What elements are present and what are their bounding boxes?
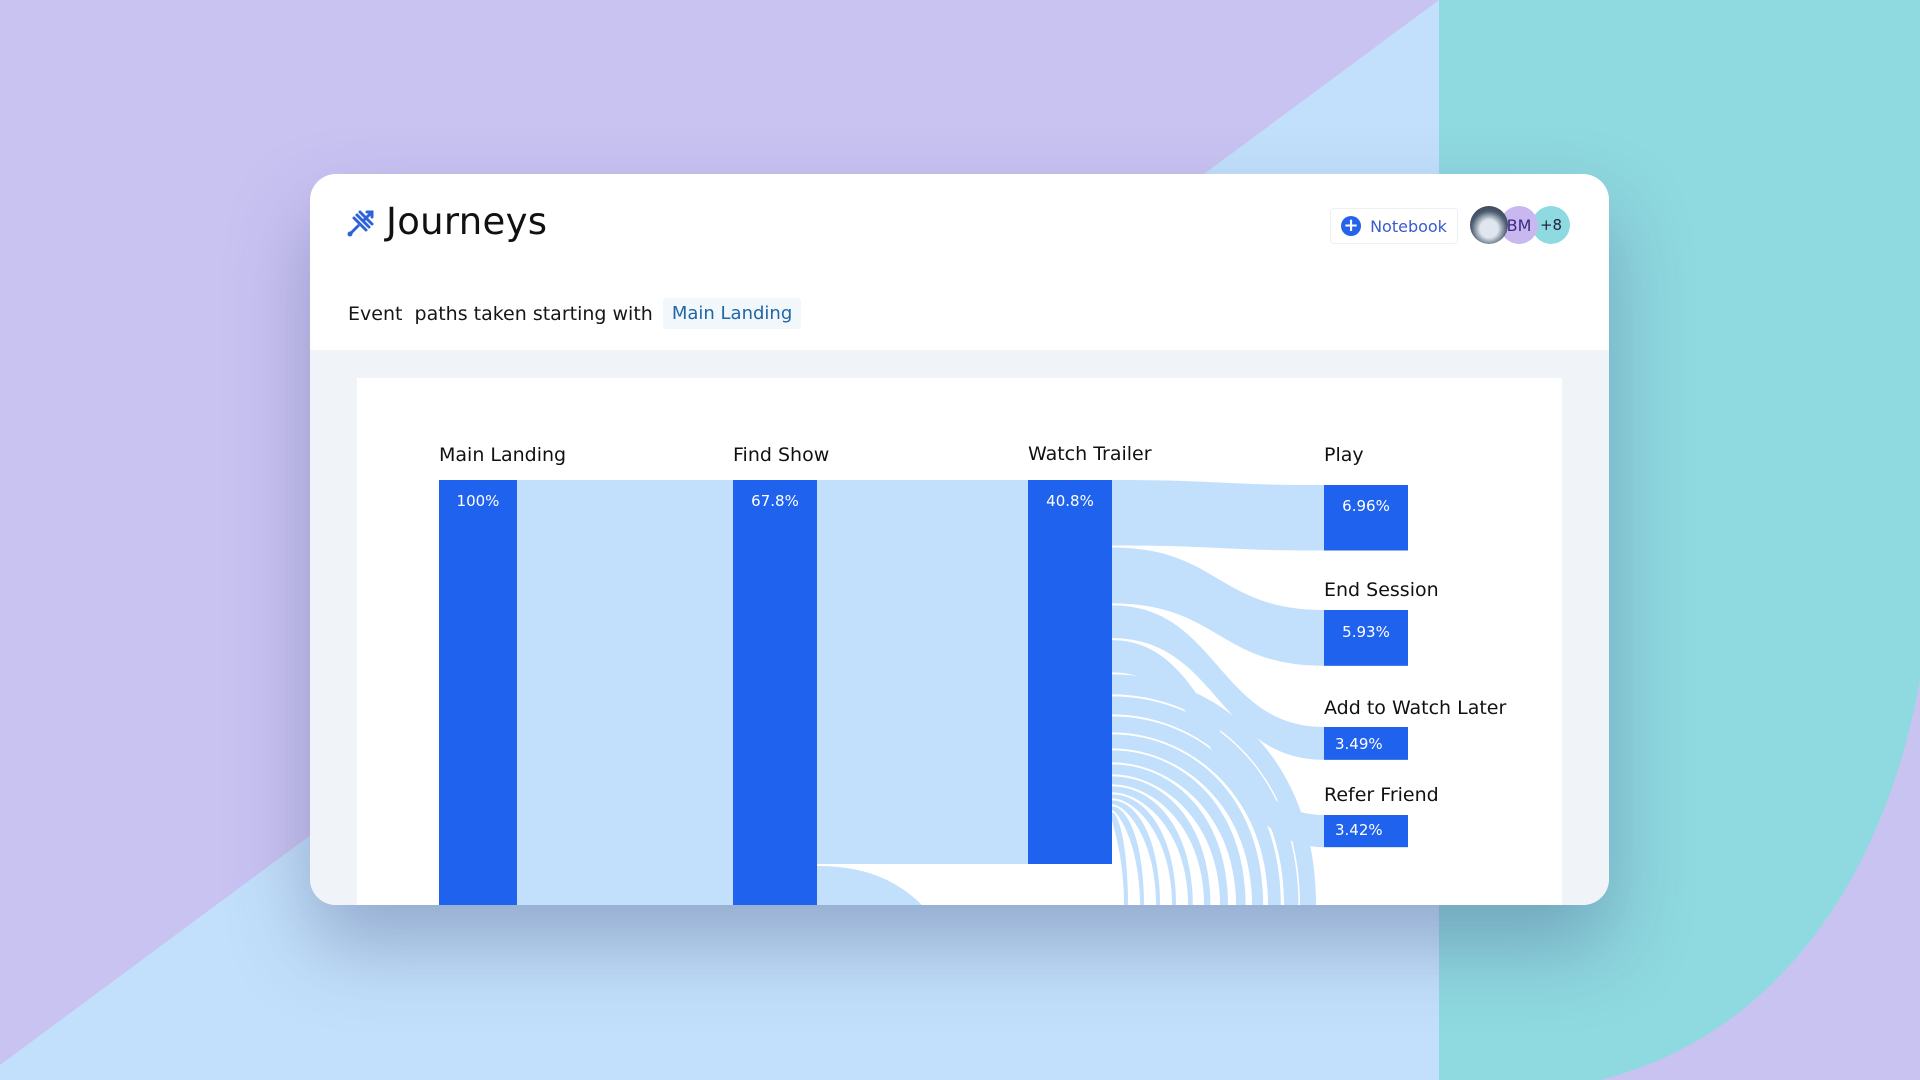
flow-watch-trailer-other <box>1112 800 1160 905</box>
avatar-more-count[interactable]: +8 <box>1532 206 1570 244</box>
target-node-add-to-watch-later[interactable] <box>1324 727 1408 760</box>
flow-watch-trailer-other <box>1112 806 1144 905</box>
column-node-main-landing[interactable] <box>439 480 517 905</box>
flow-watch-trailer-other <box>1112 674 1316 905</box>
node-value-end-session: 5.93% <box>1342 623 1390 641</box>
column-node-watch-trailer[interactable] <box>1028 480 1112 864</box>
avatar-photo[interactable] <box>1470 206 1508 244</box>
flow-main-landing-to-find-show <box>517 480 733 905</box>
flow-watch-trailer-other <box>1112 750 1246 905</box>
flow-watch-trailer-other <box>1112 696 1299 905</box>
chart-panel: Main Landing Find Show Watch Trailer Pla… <box>357 378 1562 905</box>
bg-purple-curve <box>1600 680 1920 1080</box>
node-value-refer-friend: 3.42% <box>1335 821 1383 839</box>
journey-description: Event paths taken starting with Main Lan… <box>348 298 802 329</box>
flow-watch-trailer-to-play <box>1112 480 1324 551</box>
column-label-watch-trailer: Watch Trailer <box>1028 443 1152 465</box>
flow-watch-trailer-other <box>1112 794 1176 905</box>
node-value-add-to-watch-later: 3.49% <box>1335 735 1383 753</box>
node-value-watch-trailer: 40.8% <box>1046 492 1094 510</box>
page-title: Journeys <box>386 200 548 243</box>
target-label-add-to-watch-later: Add to Watch Later <box>1324 697 1506 719</box>
column-label-find-show: Find Show <box>733 444 829 466</box>
node-value-main-landing: 100% <box>457 492 500 510</box>
journeys-icon <box>347 210 374 237</box>
column-node-find-show[interactable] <box>733 480 817 905</box>
flow-watch-trailer-to-end-session <box>1112 547 1324 666</box>
target-label-play: Play <box>1324 444 1364 466</box>
flow-watch-trailer-to-add-to-watch-later <box>1112 605 1324 760</box>
flow-find-show-to-watch-trailer <box>817 480 1028 864</box>
target-label-refer-friend: Refer Friend <box>1324 784 1439 806</box>
journeys-card: Journeys + Notebook BM +8 Event paths ta… <box>310 174 1609 905</box>
description-text: Event paths taken starting with <box>348 302 653 325</box>
target-node-play[interactable] <box>1324 485 1408 551</box>
flow-watch-trailer-other <box>1112 734 1264 905</box>
column-label-main-landing: Main Landing <box>439 444 566 466</box>
plus-circle-icon: + <box>1341 216 1362 236</box>
node-value-play: 6.96% <box>1342 497 1390 515</box>
flow-watch-trailer-other <box>1112 716 1281 905</box>
target-label-end-session: End Session <box>1324 579 1439 601</box>
flow-watch-trailer-other <box>1111 812 1128 905</box>
flow-watch-trailer-other <box>1112 764 1228 905</box>
start-event-chip[interactable]: Main Landing <box>662 298 802 329</box>
target-node-refer-friend[interactable] <box>1324 815 1408 848</box>
chart-area: Main Landing Find Show Watch Trailer Pla… <box>310 350 1609 905</box>
add-notebook-button[interactable]: + Notebook <box>1330 208 1458 244</box>
flow-find-show-drop-off <box>817 866 922 905</box>
avatar-initials[interactable]: BM <box>1500 206 1538 244</box>
notebook-label: Notebook <box>1370 216 1447 236</box>
flow-watch-trailer-other <box>1112 786 1193 905</box>
node-value-find-show: 67.8% <box>751 492 799 510</box>
target-node-end-session[interactable] <box>1324 610 1408 666</box>
flow-watch-trailer-other <box>1112 776 1211 905</box>
sankey-chart: Main Landing Find Show Watch Trailer Pla… <box>439 443 1506 905</box>
